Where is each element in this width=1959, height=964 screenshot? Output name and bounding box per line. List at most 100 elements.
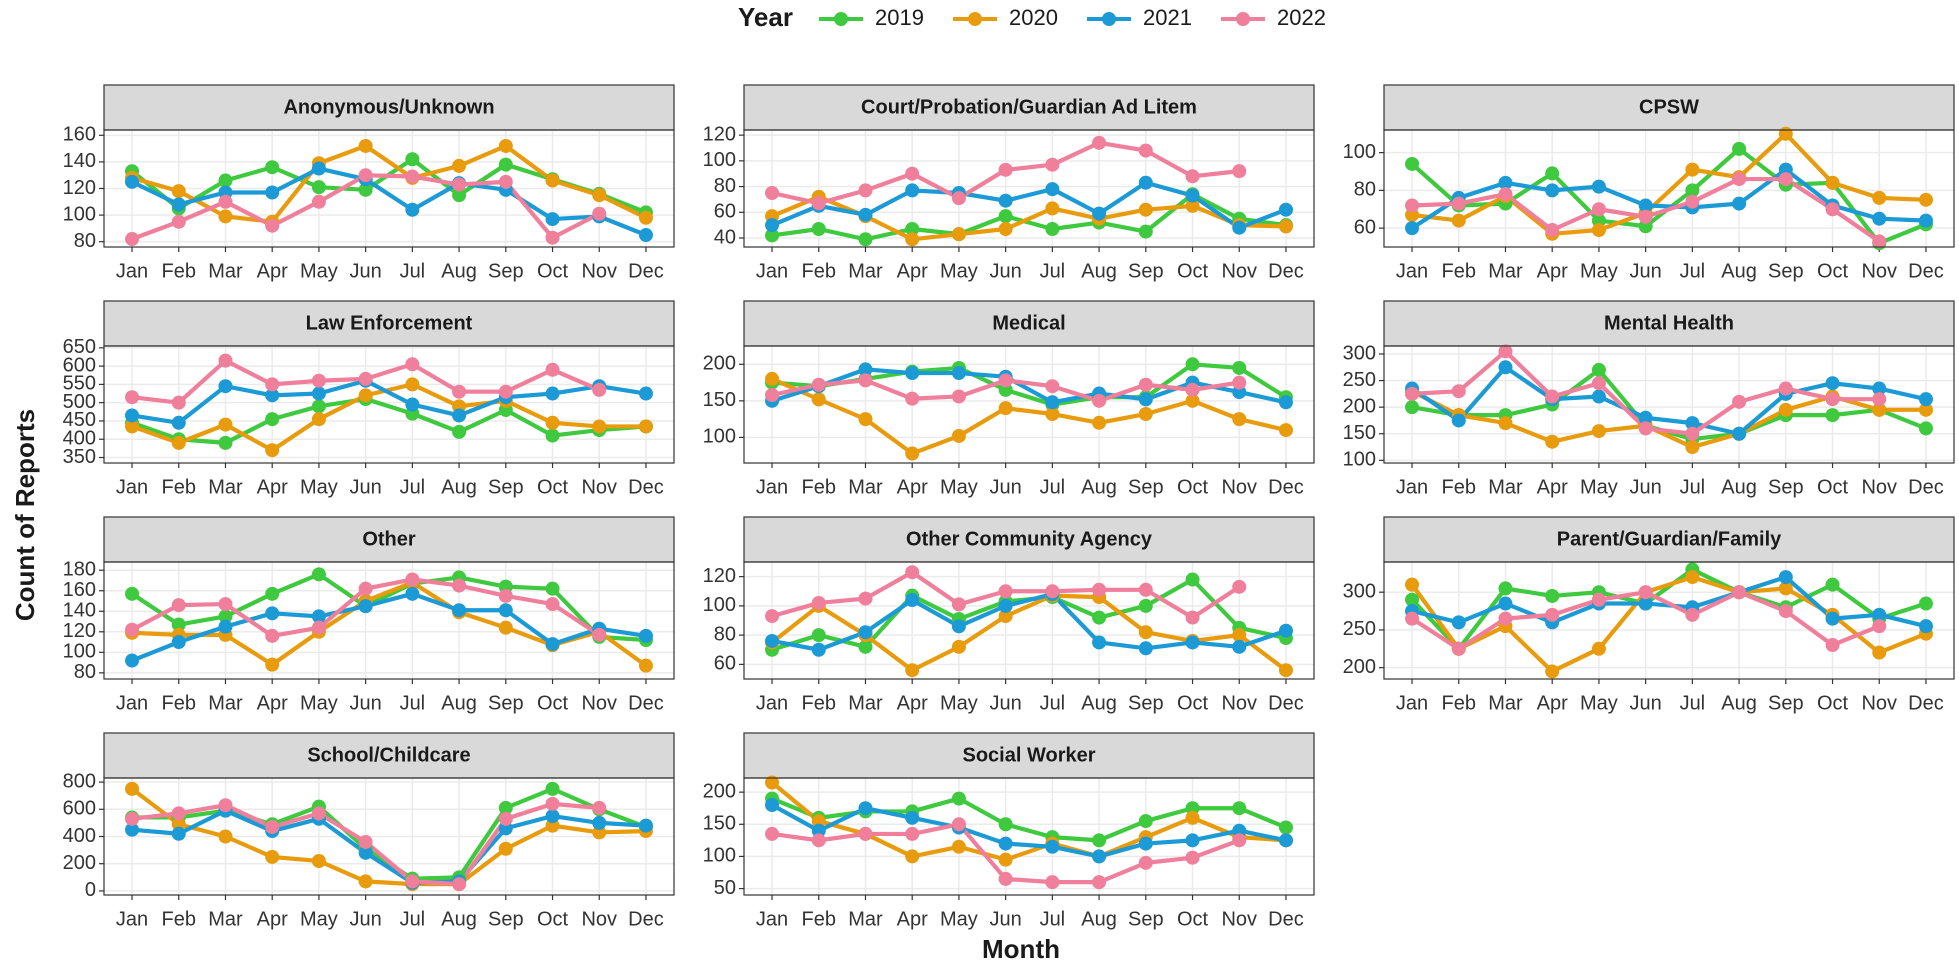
series-point [1498,175,1513,190]
y-tick-label: 100 [1343,141,1376,163]
series-point [311,567,326,582]
panel-background [1384,562,1954,679]
panel-title: Mental Health [1604,312,1734,334]
legend-label: 2019 [875,5,924,30]
x-tick-label: Nov [1861,476,1897,498]
x-tick-label: Oct [1177,260,1209,282]
series-line [1411,131,1927,236]
series-point [905,391,920,406]
series-point [1451,615,1466,630]
series-point [1732,585,1747,600]
series-point [265,586,280,601]
x-tick-label: Jun [350,692,382,714]
series-point [858,362,873,377]
y-tick-label: 500 [63,391,96,413]
series-point [125,811,140,826]
series-point [998,598,1013,613]
series-point [1451,641,1466,656]
series-point [592,627,607,642]
series-point [405,357,420,372]
series-point [1138,814,1153,829]
series-point [1232,360,1247,375]
series-point [1185,357,1200,372]
x-tick-label: Dec [1908,260,1944,282]
series-point [1045,379,1060,394]
series-point [1918,619,1933,634]
series-point [405,572,420,587]
series-point [1638,421,1653,436]
series-point [998,836,1013,851]
x-tick-label: Feb [162,692,196,714]
series-point [905,183,920,198]
x-tick-label: Nov [581,260,617,282]
x-tick-label: Apr [257,908,288,930]
x-tick-label: Aug [1081,260,1117,282]
series-point [1498,611,1513,626]
series-point [1638,410,1653,425]
series-point [858,625,873,640]
series-line [131,591,647,663]
series-point [311,609,326,624]
y-tick-label: 600 [63,798,96,820]
x-tick-label: Aug [441,260,477,282]
series-point [811,628,826,643]
series-point [905,232,920,247]
series-point [1278,219,1293,234]
series-point [1092,415,1107,430]
panel-border [103,129,675,248]
series-point [311,373,326,388]
x-tick-label: Jul [1040,260,1066,282]
series-point [1872,619,1887,634]
series-point [905,826,920,841]
series-point [125,622,140,637]
series-point [592,815,607,830]
series-point [1045,201,1060,216]
y-tick-label: 600 [63,354,96,376]
series-point [1872,645,1887,660]
series-point [1092,610,1107,625]
series-point [1405,577,1420,592]
x-tick-label: Mar [848,476,883,498]
series-point [1045,407,1060,422]
y-tick-label: 140 [63,600,96,622]
series-point [265,160,280,175]
series-point [1498,596,1513,611]
series-point [998,401,1013,416]
x-tick-label: Jan [1396,476,1428,498]
x-tick-label: Feb [1442,476,1476,498]
x-tick-label: Oct [537,908,569,930]
panel-title: Court/Probation/Guardian Ad Litem [861,96,1197,118]
y-tick-label: 120 [703,565,736,587]
series-point [405,874,420,889]
y-tick-label: 120 [63,177,96,199]
series-line [130,572,647,643]
series-line [1410,167,1927,230]
x-tick-label: Sep [488,692,524,714]
x-tick-label: Mar [1488,260,1523,282]
series-point [811,642,826,657]
x-tick-label: Feb [162,476,196,498]
series-point [1685,440,1700,455]
series-point [1185,810,1200,825]
series-line [1410,574,1927,674]
series-point [545,796,560,811]
series-point [545,173,560,188]
x-tick-label: Apr [897,692,928,714]
series-point [1451,213,1466,228]
x-tick-label: Jan [116,692,148,714]
strip [1383,84,1955,131]
series-point [1825,408,1840,423]
series-point [125,781,140,796]
x-tick-label: Oct [1177,908,1209,930]
series-point [638,419,653,434]
y-tick-label: 400 [63,825,96,847]
series-point [1545,183,1560,198]
series-point [218,379,233,394]
x-tick-label: Jul [400,260,426,282]
y-tick-label: 450 [63,409,96,431]
series-point [265,849,280,864]
x-tick-label: Aug [441,692,477,714]
x-tick-label: Nov [1221,908,1257,930]
series-point [358,371,373,386]
